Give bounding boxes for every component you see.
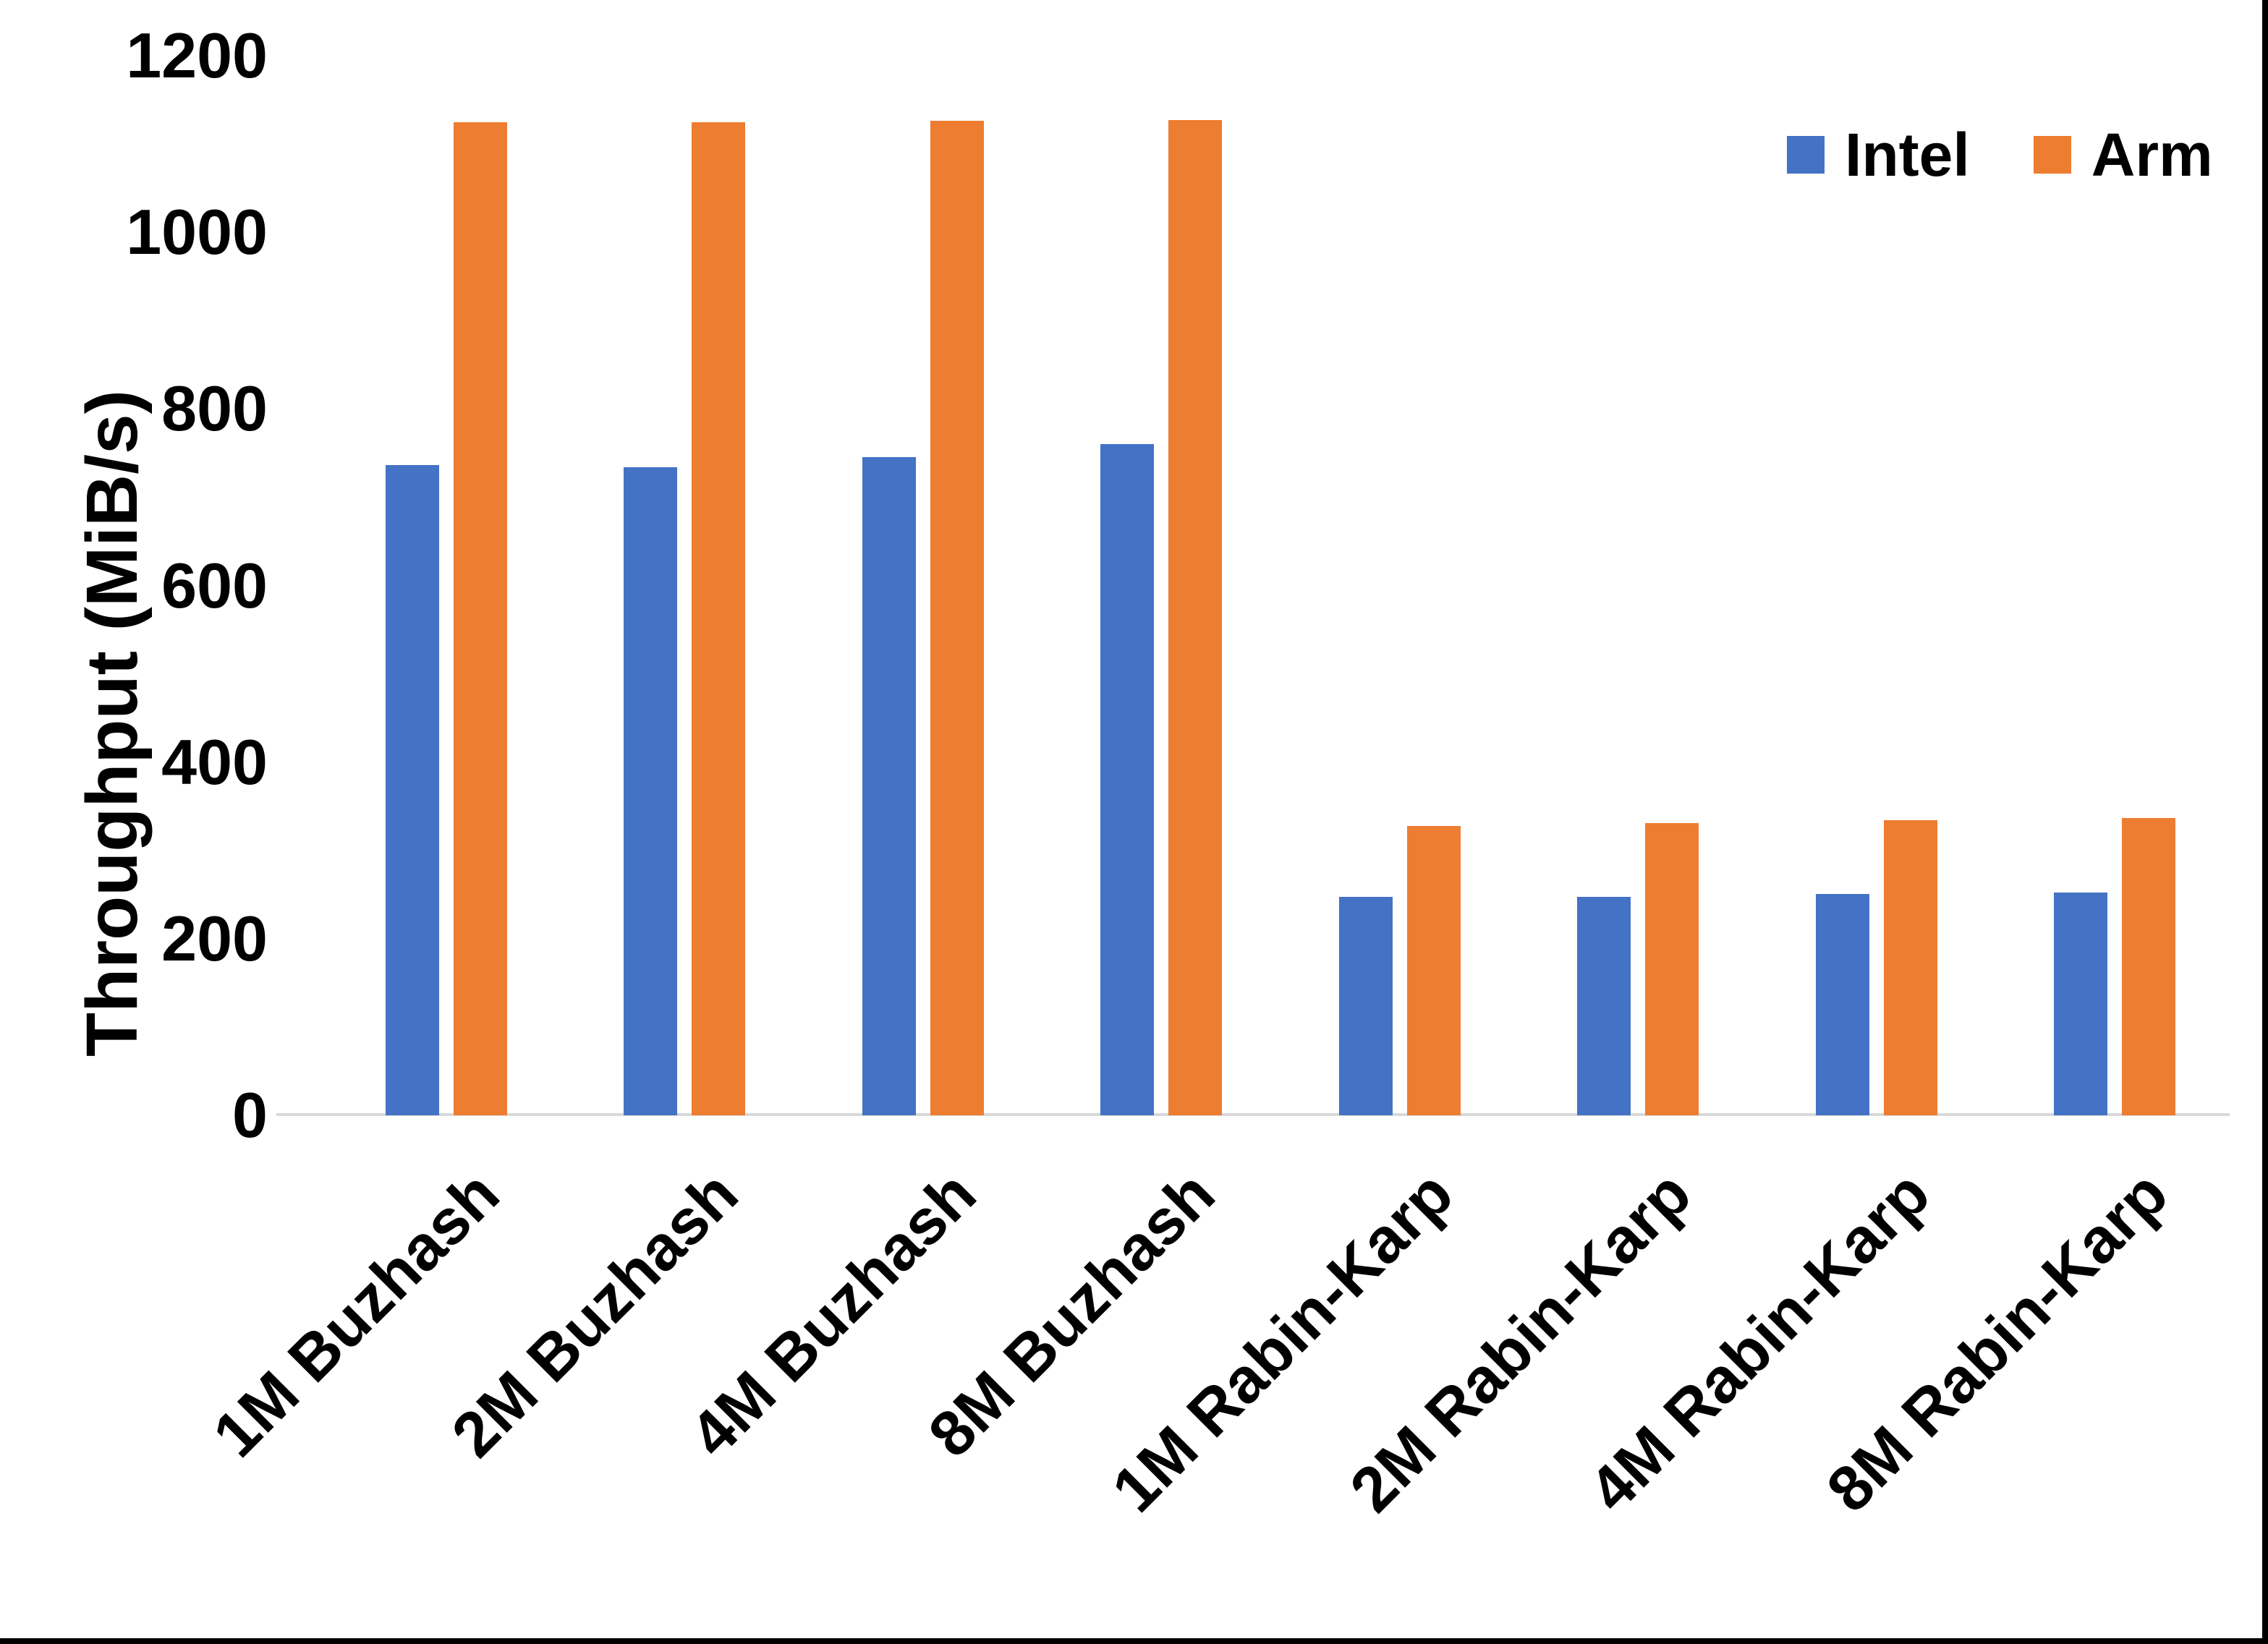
bar-intel-1m-buzhash [385, 465, 439, 1115]
bar-intel-8m-rabin-karp [2054, 893, 2108, 1115]
bar-groups [327, 56, 2234, 1115]
bar-arm-2m-buzhash [692, 122, 746, 1115]
bar-intel-4m-buzhash [862, 457, 916, 1115]
bar-group-8m-rabin-karp [1996, 56, 2235, 1115]
y-axis-tick-label-600: 600 [161, 549, 268, 621]
bar-intel-1m-rabin-karp [1338, 897, 1393, 1115]
legend: Intel Arm [1787, 124, 2213, 185]
x-axis-line [276, 1113, 2230, 1116]
plot-area [327, 56, 2234, 1115]
y-axis-tick-label-1000: 1000 [126, 196, 268, 268]
bar-arm-1m-buzhash [453, 122, 507, 1115]
bar-arm-4m-rabin-karp [1883, 820, 1937, 1115]
bar-arm-2m-rabin-karp [1645, 823, 1699, 1115]
bar-intel-2m-rabin-karp [1577, 897, 1631, 1115]
legend-item-arm: Arm [2033, 121, 2213, 189]
bar-arm-8m-rabin-karp [2122, 818, 2176, 1115]
y-axis-tick-label-0: 0 [232, 1079, 268, 1151]
legend-label-arm: Arm [2091, 121, 2213, 189]
legend-item-intel: Intel [1787, 124, 1970, 185]
bar-group-1m-rabin-karp [1280, 56, 1519, 1115]
y-axis-tick-label-400: 400 [161, 725, 268, 798]
bar-group-1m-buzhash [327, 56, 566, 1115]
bar-arm-4m-buzhash [930, 121, 984, 1115]
bar-group-4m-rabin-karp [1757, 56, 1996, 1115]
y-axis-tick-label-800: 800 [161, 372, 268, 445]
bar-group-2m-rabin-karp [1519, 56, 1758, 1115]
y-axis-tick-label-1200: 1200 [126, 20, 268, 91]
legend-swatch-intel [1787, 136, 1825, 174]
bar-group-4m-buzhash [804, 56, 1042, 1115]
bar-intel-4m-rabin-karp [1815, 894, 1869, 1115]
bar-arm-1m-rabin-karp [1406, 826, 1461, 1115]
bar-intel-8m-buzhash [1100, 444, 1155, 1115]
y-axis-tick-label-200: 200 [161, 902, 268, 974]
legend-swatch-arm [2033, 136, 2071, 174]
bar-group-8m-buzhash [1042, 56, 1281, 1115]
bar-arm-8m-buzhash [1168, 120, 1223, 1115]
bar-group-2m-buzhash [566, 56, 804, 1115]
bar-intel-2m-buzhash [624, 467, 678, 1115]
legend-label-intel: Intel [1845, 121, 1970, 189]
